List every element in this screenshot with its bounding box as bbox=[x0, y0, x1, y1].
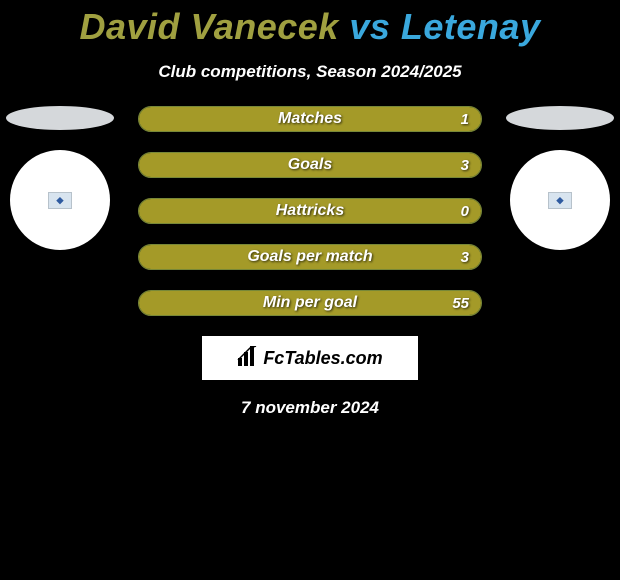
stat-bar: Hattricks 0 bbox=[138, 198, 482, 224]
source-logo: FcTables.com bbox=[202, 336, 418, 380]
stat-bar-label: Min per goal bbox=[139, 291, 481, 315]
title-player2: Letenay bbox=[401, 6, 541, 47]
player2-small-avatar bbox=[506, 106, 614, 130]
stat-bar-label: Matches bbox=[139, 107, 481, 131]
stat-bar-value: 1 bbox=[461, 107, 469, 131]
player1-flag-icon: ◆ bbox=[48, 192, 72, 209]
player1-avatars: ◆ bbox=[0, 106, 120, 250]
title-vs: vs bbox=[349, 6, 390, 47]
player2-avatars: ◆ bbox=[500, 106, 620, 250]
player1-small-avatar bbox=[6, 106, 114, 130]
player2-flag-icon: ◆ bbox=[548, 192, 572, 209]
flag-glyph: ◆ bbox=[557, 195, 564, 206]
subtitle: Club competitions, Season 2024/2025 bbox=[0, 62, 620, 82]
stat-bar-value: 55 bbox=[452, 291, 469, 315]
player2-badge: ◆ bbox=[510, 150, 610, 250]
footer-date: 7 november 2024 bbox=[0, 398, 620, 418]
stat-bar-label: Goals per match bbox=[139, 245, 481, 269]
source-logo-text: FcTables.com bbox=[263, 348, 382, 369]
flag-glyph: ◆ bbox=[57, 195, 64, 206]
stat-bar: Matches 1 bbox=[138, 106, 482, 132]
bar-chart-icon bbox=[237, 346, 259, 371]
title-player1: David Vanecek bbox=[80, 6, 339, 47]
stat-bar-label: Goals bbox=[139, 153, 481, 177]
stat-bar-value: 3 bbox=[461, 245, 469, 269]
stat-bar-label: Hattricks bbox=[139, 199, 481, 223]
stat-bar-value: 0 bbox=[461, 199, 469, 223]
stat-bar: Min per goal 55 bbox=[138, 290, 482, 316]
content-area: ◆ ◆ Matches 1 Goals 3 Hattricks 0 bbox=[0, 106, 620, 418]
stat-bars: Matches 1 Goals 3 Hattricks 0 Goals per … bbox=[138, 106, 482, 316]
comparison-title: David Vanecek vs Letenay bbox=[0, 0, 620, 48]
stat-bar: Goals per match 3 bbox=[138, 244, 482, 270]
player1-badge: ◆ bbox=[10, 150, 110, 250]
stat-bar-value: 3 bbox=[461, 153, 469, 177]
stat-bar: Goals 3 bbox=[138, 152, 482, 178]
